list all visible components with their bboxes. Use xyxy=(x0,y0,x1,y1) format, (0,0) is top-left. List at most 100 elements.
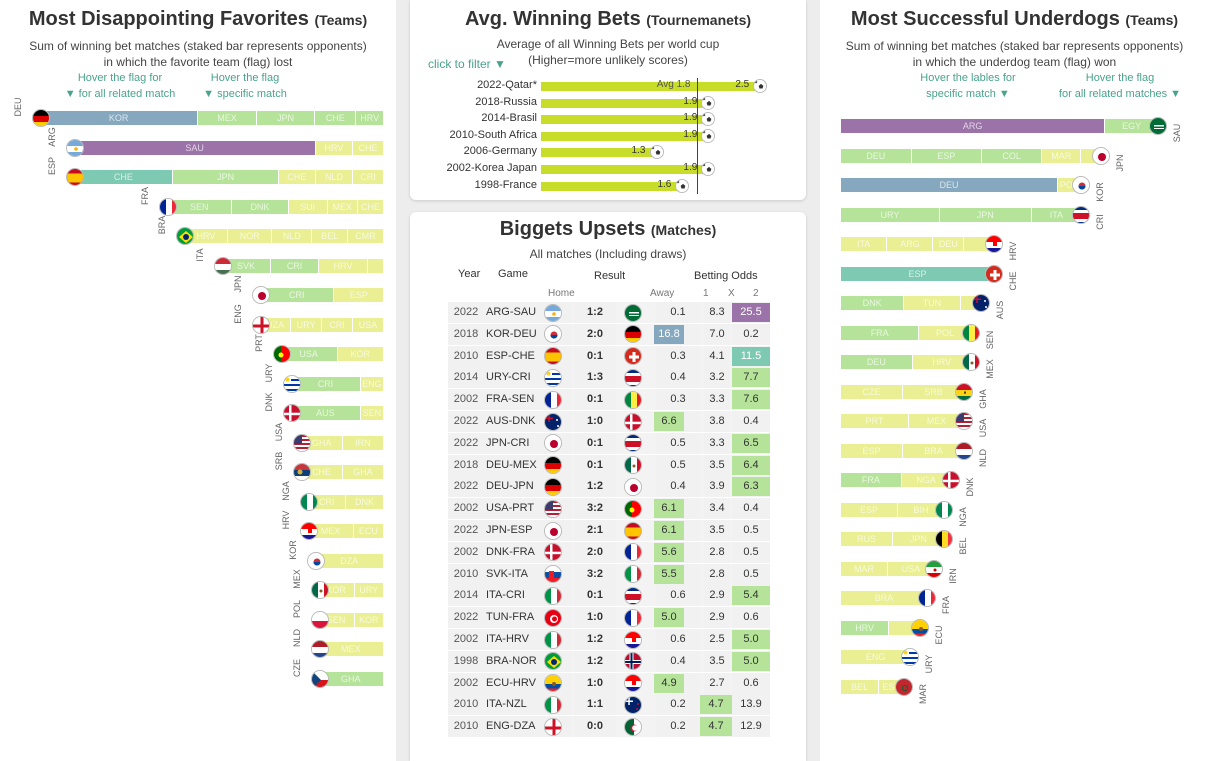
left-team-row[interactable]: SAU HRV CHE xyxy=(74,140,384,155)
flag-france-icon[interactable] xyxy=(624,543,642,562)
flag-portugal-icon[interactable] xyxy=(272,345,291,363)
opponent-segment[interactable]: CRI xyxy=(308,494,347,509)
table-row[interactable]: 2010 ITA-NZL 1:1 0.2 4.7 13.9 xyxy=(448,694,770,716)
flag-denmark-icon[interactable] xyxy=(283,404,302,422)
left-team-row[interactable]: SEN DNK SUI MEX CHE xyxy=(167,199,384,214)
flag-usa-icon[interactable] xyxy=(293,433,312,452)
flag-portugal-icon[interactable] xyxy=(624,499,642,518)
flag-japan-icon[interactable] xyxy=(544,521,562,540)
flag-denmark-icon[interactable] xyxy=(544,543,562,562)
flag-algeria-icon[interactable] xyxy=(624,717,642,736)
left-team-row[interactable]: MEX xyxy=(318,642,384,656)
flag-italy-icon[interactable] xyxy=(544,586,562,605)
opponent-segment[interactable]: AUS xyxy=(291,406,361,420)
opponent-segment[interactable]: SVK xyxy=(222,258,271,273)
flag-japan-icon[interactable] xyxy=(624,477,642,496)
opponent-segment[interactable]: CMR xyxy=(348,229,384,243)
opponent-segment[interactable]: ESP xyxy=(841,443,903,458)
flag-argentina-icon[interactable] xyxy=(66,138,85,157)
left-team-row[interactable]: DZA xyxy=(315,553,384,568)
right-team-row[interactable]: FRA NGA xyxy=(841,473,952,487)
opponent-segment[interactable]: HRV xyxy=(356,111,384,125)
table-row[interactable]: 2014 ITA-CRI 0:1 0.6 2.9 5.4 xyxy=(448,585,770,607)
flag-ecuador-icon[interactable] xyxy=(911,618,930,637)
flag-germany-icon[interactable] xyxy=(544,477,562,496)
opponent-segment[interactable]: ITA xyxy=(841,237,888,251)
flag-usa-icon[interactable] xyxy=(954,412,973,430)
tournament-label[interactable]: 2022-Qatar* xyxy=(477,79,537,91)
opponent-segment[interactable]: ENG xyxy=(360,376,384,391)
flag-spain-icon[interactable] xyxy=(66,168,85,186)
flag-denmark-icon[interactable] xyxy=(624,412,642,431)
opponent-segment[interactable]: URY xyxy=(291,317,323,332)
left-team-row[interactable]: CHE JPN CHE NLD CRI xyxy=(74,170,384,184)
flag-brazil-icon[interactable] xyxy=(176,227,195,245)
left-team-row[interactable]: AUS SEN xyxy=(291,406,384,420)
opponent-segment[interactable]: HRV xyxy=(315,140,354,155)
flag-france-icon[interactable] xyxy=(159,197,178,216)
flag-nigeria-icon[interactable] xyxy=(300,492,319,511)
flag-costarica-icon[interactable] xyxy=(624,368,642,387)
opponent-segment[interactable]: PRT xyxy=(841,414,910,428)
flag-germany-icon[interactable] xyxy=(544,456,562,475)
right-team-row[interactable]: HRV xyxy=(841,620,922,635)
opponent-segment[interactable]: HRV xyxy=(319,258,368,273)
flag-uruguay-icon[interactable] xyxy=(544,368,562,387)
flag-spain-icon[interactable] xyxy=(624,521,642,540)
avg-bar[interactable] xyxy=(541,115,706,125)
flag-argentina-icon[interactable] xyxy=(544,303,562,322)
opponent-segment[interactable]: MAR xyxy=(1042,148,1082,163)
table-row[interactable]: 2022 ARG-SAU 1:2 0.1 8.3 25.5 xyxy=(448,302,770,323)
opponent-segment[interactable]: CRI xyxy=(353,170,384,184)
opponent-segment[interactable]: IRN xyxy=(342,435,384,450)
flag-ghana-icon[interactable] xyxy=(954,382,973,401)
flag-norway-icon[interactable] xyxy=(624,652,642,671)
opponent-segment[interactable]: BEL xyxy=(841,679,880,694)
flag-uruguay-icon[interactable] xyxy=(901,648,920,666)
opponent-segment[interactable]: GHA xyxy=(342,465,384,479)
flag-korea-icon[interactable] xyxy=(307,551,326,570)
flag-croatia-icon[interactable] xyxy=(624,674,642,693)
flag-costarica-icon[interactable] xyxy=(624,434,642,453)
flag-costarica-icon[interactable] xyxy=(624,586,642,605)
opponent-segment[interactable]: KOR xyxy=(337,347,384,361)
opponent-segment[interactable]: SEN xyxy=(360,406,384,420)
right-team-row[interactable]: FRA POL xyxy=(841,325,972,340)
filter-hint[interactable]: click to filter ▼ xyxy=(428,57,506,71)
tournament-label[interactable]: 2002-Korea Japan xyxy=(446,162,537,174)
left-team-row[interactable]: SVK CRI HRV xyxy=(222,258,384,273)
table-row[interactable]: 2022 AUS-DNK 1:0 6.6 3.8 0.4 xyxy=(448,411,770,432)
table-row[interactable]: 2002 FRA-SEN 0:1 0.3 3.3 7.6 xyxy=(448,389,770,411)
right-team-row[interactable]: PRT MEX xyxy=(841,414,965,428)
opponent-segment[interactable]: CHE xyxy=(278,170,316,184)
opponent-segment[interactable]: FRA xyxy=(841,473,902,487)
table-row[interactable]: 1998 BRA-NOR 1:2 0.4 3.5 5.0 xyxy=(448,650,770,672)
flag-tunisia-icon[interactable] xyxy=(544,608,562,627)
opponent-segment[interactable]: NOR xyxy=(228,229,273,243)
opponent-segment[interactable]: DEU xyxy=(841,355,913,369)
opponent-segment[interactable]: SEN xyxy=(167,199,233,214)
tournament-label[interactable]: 1998-France xyxy=(474,178,537,191)
left-team-row[interactable]: CRI ENG xyxy=(291,376,384,391)
opponent-segment[interactable]: USA xyxy=(280,347,338,361)
right-team-row[interactable]: ARG EGY xyxy=(841,119,1160,133)
opponent-segment[interactable]: CHE xyxy=(74,170,174,184)
flag-mexico-icon[interactable] xyxy=(624,456,642,475)
flag-nigeria-icon[interactable] xyxy=(934,500,953,519)
avg-bar[interactable] xyxy=(541,82,758,91)
opponent-segment[interactable]: MEX xyxy=(318,642,384,656)
opponent-segment[interactable]: ESP xyxy=(911,148,983,163)
flag-england-icon[interactable] xyxy=(544,717,562,736)
flag-belgium-icon[interactable] xyxy=(934,530,953,548)
flag-czech-icon[interactable] xyxy=(310,669,329,688)
flag-italy-icon[interactable] xyxy=(544,695,562,714)
avg-bar[interactable] xyxy=(541,148,654,158)
opponent-segment[interactable]: MAR xyxy=(841,561,888,576)
tournament-label[interactable]: 2006-Germany xyxy=(463,145,537,158)
table-row[interactable]: 2002 ECU-HRV 1:0 4.9 2.7 0.6 xyxy=(448,672,770,694)
avg-bar[interactable] xyxy=(541,181,680,191)
opponent-segment[interactable]: ESP xyxy=(334,288,384,302)
opponent-segment[interactable]: MEX xyxy=(327,199,358,214)
flag-serbia-icon[interactable] xyxy=(293,463,312,481)
flag-germany-icon[interactable] xyxy=(624,325,642,344)
